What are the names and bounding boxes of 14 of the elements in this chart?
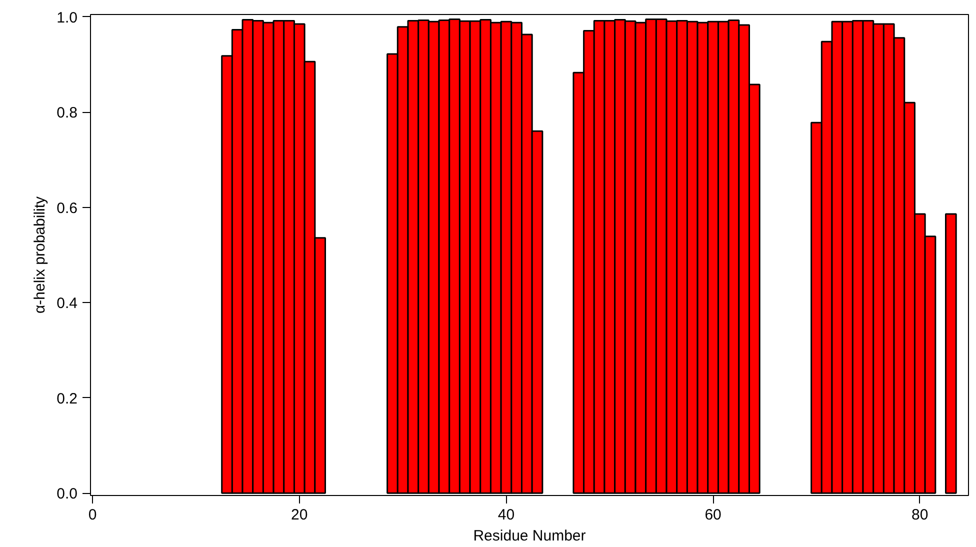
y-tick-label: 0.6 [56, 200, 78, 217]
y-tick-label: 1.0 [56, 9, 78, 26]
x-tick-label: 0 [88, 506, 97, 524]
y-tick-label: 0.4 [56, 295, 78, 312]
y-axis-title: α-helix probability [32, 196, 49, 314]
x-tick-label: 20 [291, 506, 308, 524]
x-tick-label: 60 [704, 506, 722, 524]
x-axis-title: Residue Number [473, 528, 586, 544]
bar [945, 213, 957, 494]
x-tick-label: 80 [912, 506, 928, 524]
y-tick-label: 0.2 [56, 390, 78, 408]
y-tick-label: 0.0 [56, 486, 78, 503]
y-tick-label: 0.8 [56, 104, 78, 122]
x-tick-label: 40 [498, 506, 515, 524]
